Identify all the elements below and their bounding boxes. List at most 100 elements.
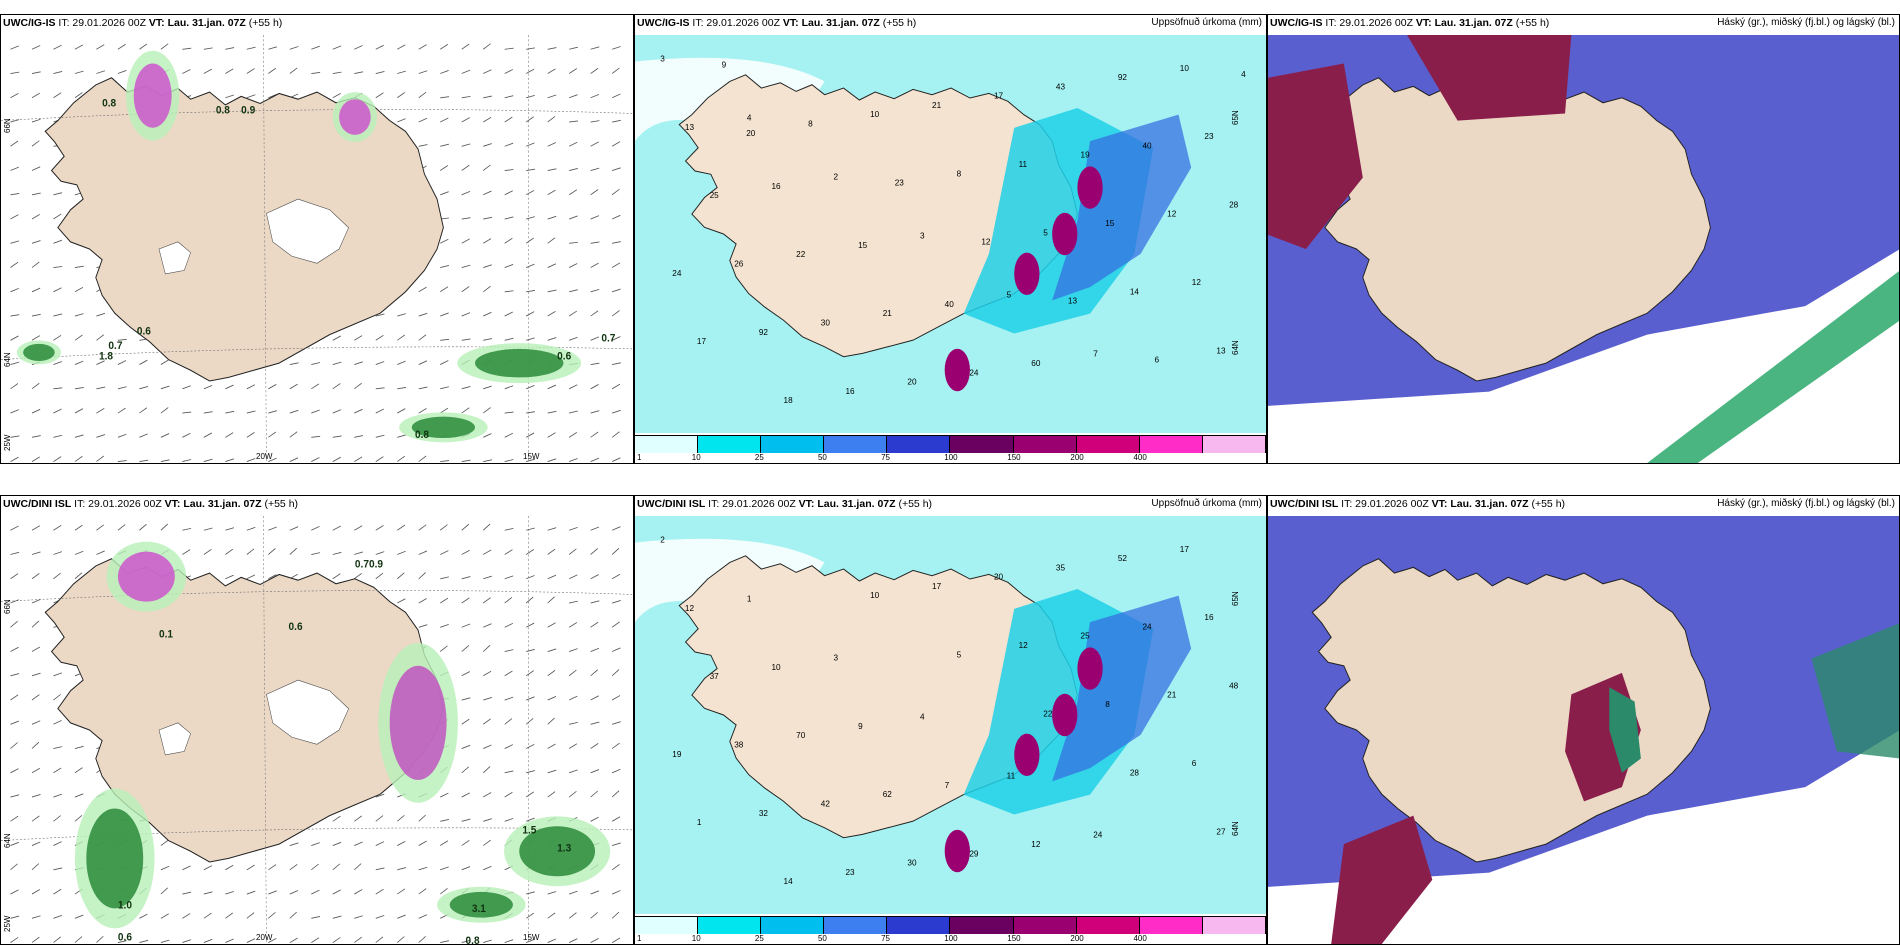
glacier	[266, 198, 349, 264]
map-svg	[1268, 516, 1899, 944]
wind-contour-label: 0.6	[289, 621, 303, 634]
panel-variable-title: Uppsöfnuð úrkoma (mm)	[1151, 498, 1262, 509]
precip-value-label: 14	[1130, 286, 1139, 296]
precip-value-label: 14	[784, 876, 793, 886]
map-svg: 0.80.8 0.90.70.61.80.70.60.8	[1, 35, 633, 463]
wind-contour-label: 0.70.9	[355, 558, 383, 571]
mid-cloud	[1811, 623, 1899, 759]
axis-label: 65N	[1231, 110, 1240, 125]
axis-label: 66N	[3, 599, 12, 614]
panel-cloud-dini: UWC/DINI ISL IT: 29.01.2026 00Z VT: Lau.…	[1267, 495, 1900, 945]
legend-swatch	[698, 917, 762, 934]
mid-cloud	[1609, 687, 1641, 773]
precip-value-label: 10	[1180, 63, 1189, 73]
wind-contour-label: 0.8	[216, 104, 230, 117]
precip-value-label: 6	[1155, 354, 1160, 364]
precip-value-label: 17	[1180, 544, 1189, 554]
map-svg: 3423571013161540609223252221244340282630…	[635, 35, 1266, 433]
legend-swatch	[824, 917, 888, 934]
legend-swatch	[635, 436, 699, 453]
precip-value-label: 8	[808, 118, 813, 128]
precip-value-label: 8	[957, 168, 962, 178]
precip-blob	[519, 826, 596, 877]
legend-swatch	[824, 436, 888, 453]
precip-value-label: 26	[734, 258, 743, 268]
map-area[interactable]: 2 1 3 4 11 24 17 12 10 9 7 12 52 16 37 70 62 29 35 24 48 38 42…	[635, 516, 1266, 944]
precip-max	[1052, 212, 1078, 256]
model-name: UWC/IG-IS	[3, 17, 56, 29]
wind-contour-label: 0.8	[466, 934, 480, 944]
legend-tick: 10	[691, 934, 701, 943]
panel-precip-igis: UWC/IG-IS IT: 29.01.2026 00Z VT: Lau. 31…	[634, 14, 1267, 464]
precip-blob	[339, 99, 371, 135]
map-svg: 2134112417121097125216377062293524483842…	[635, 516, 1266, 914]
legend-swatch	[761, 917, 825, 934]
legend-tick: 400	[1133, 453, 1147, 462]
map-area[interactable]: 3 4 2 3 5 7 10 13 16 15 40 60 92 23 25 22 21 24 43 40 28 26 30…	[635, 35, 1266, 463]
legend-tick: 150	[1007, 934, 1021, 943]
axis-label: 65N	[1231, 591, 1240, 606]
lead-time: (+55 h)	[898, 498, 933, 510]
precip-max	[944, 829, 970, 873]
precip-value-label: 40	[945, 299, 954, 309]
precip-value-label: 43	[1056, 81, 1065, 91]
map-area[interactable]	[1268, 516, 1899, 944]
precip-value-label: 12	[981, 236, 990, 246]
init-time: IT: 29.01.2026 00Z	[58, 17, 146, 29]
precip-blob	[117, 551, 175, 602]
panel-header: UWC/IG-IS IT: 29.01.2026 00Z VT: Lau. 31…	[637, 17, 1262, 33]
precip-blob	[449, 891, 513, 918]
precip-value-label: 27	[1216, 826, 1225, 836]
precip-value-label: 28	[1130, 767, 1139, 777]
precip-blob	[475, 348, 564, 378]
legend-swatch	[635, 917, 699, 934]
model-name: UWC/DINI ISL	[1270, 498, 1339, 510]
wind-contour-label: 0.6	[118, 931, 132, 944]
precip-legend: 1 10 25 50 75 100 150 200 400	[635, 435, 1266, 463]
panel-header: UWC/IG-IS IT: 29.01.2026 00Z VT: Lau. 31…	[1270, 17, 1895, 33]
valid-time: VT: Lau. 31.jan. 07Z	[782, 17, 880, 29]
legend-swatch	[887, 917, 951, 934]
axis-label: 64N	[3, 833, 12, 848]
precip-value-label: 25	[710, 190, 719, 200]
wind-contour-label: 3.1	[472, 902, 486, 915]
precip-value-label: 11	[1007, 770, 1016, 780]
precip-value-label: 3	[660, 53, 665, 63]
axis-label: 15W	[523, 452, 540, 461]
legend-tick: 100	[944, 453, 958, 462]
axis-label: 66N	[3, 118, 12, 133]
axis-label: 25W	[3, 434, 12, 451]
precip-value-label: 32	[759, 808, 768, 818]
precip-value-label: 30	[907, 857, 916, 867]
glacier	[158, 722, 191, 756]
precip-value-label: 24	[672, 268, 681, 278]
precip-value-label: 20	[746, 128, 755, 138]
precip-value-label: 70	[796, 730, 805, 740]
glacier	[158, 241, 191, 275]
precip-blob	[23, 343, 55, 361]
precip-value-label: 3	[833, 652, 838, 662]
map-area[interactable]	[1268, 35, 1899, 463]
precip-value-label: 15	[858, 240, 867, 250]
wind-contour-label: 0.6	[557, 350, 571, 363]
precip-value-label: 92	[759, 327, 768, 337]
precip-value-label: 16	[772, 181, 781, 191]
precip-value-label: 10	[870, 590, 879, 600]
map-area[interactable]: 0.8 0.8 0.9 0.7 0.6 1.8 0.7 0.6 0.8	[1, 35, 633, 463]
precip-value-label: 30	[821, 317, 830, 327]
panel-wind-igis: UWC/IG-IS IT: 29.01.2026 00Z VT: Lau. 31…	[0, 14, 634, 464]
legend-tick: 200	[1070, 934, 1084, 943]
legend-swatch	[1013, 917, 1077, 934]
precip-value-label: 21	[1167, 690, 1176, 700]
legend-tick: 75	[881, 934, 890, 943]
precip-max	[1052, 693, 1078, 737]
precip-value-label: 1	[747, 593, 752, 603]
precip-value-label: 22	[1043, 708, 1052, 718]
axis-label: 20W	[256, 933, 273, 942]
legend-tick: 25	[754, 934, 764, 943]
map-area[interactable]: 0.70.9 0.6 0.1 1.0 0.6 1.5 3.1 0.8 1.3	[1, 516, 633, 944]
legend-swatch	[1139, 436, 1203, 453]
panel-header: UWC/IG-IS IT: 29.01.2026 00Z VT: Lau. 31…	[3, 17, 629, 33]
precip-value-label: 21	[932, 100, 941, 110]
wind-contour-label: 1.0	[118, 899, 132, 912]
